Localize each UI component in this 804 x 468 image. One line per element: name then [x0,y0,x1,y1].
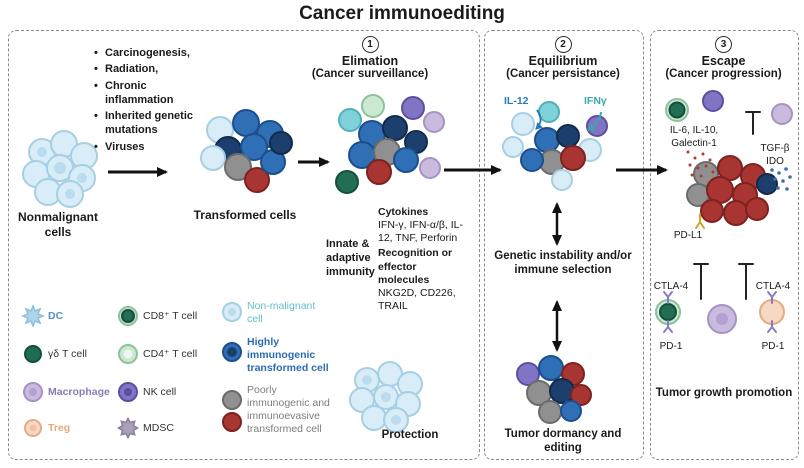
legend-label-nonmalignant: Non-malignant cell [247,300,316,326]
legend-label-nk: NK cell [143,386,177,398]
stage-number-1: 1 [361,36,379,53]
legend-label-cd4: CD4⁺ T cell [143,348,198,360]
legend-label-gd-t-cell: γδ T cell [48,348,87,360]
genetic-instability-label: Genetic instability and/or immune select… [494,250,632,277]
tumor-dormancy-label: Tumor dormancy and editing [504,428,622,455]
innate-adaptive-immunity-label: Innate & adaptive immunity [326,238,375,278]
legend-label-dc: DC [48,310,64,322]
panel-elimination [8,30,480,460]
il12-label: IL-12 [504,95,529,107]
stage-subtitle-escape: (Cancer progression) [665,68,782,80]
stage-number-3: 3 [715,36,732,53]
pd1-left-label: PD-1 [659,341,683,352]
panel-escape [650,30,799,460]
legend-label-treg: Treg [48,422,71,434]
bullet-item: Inherited genetic mutations [94,109,206,138]
ctla4-right-label: CTLA-4 [755,281,791,292]
ctla4-left-label: CTLA-4 [653,281,689,292]
bullet-item: Viruses [94,140,206,155]
legend-label-poorly-immunogenic: Poorly immunogenic and immunoevasive tra… [247,384,330,436]
ifny-label: IFNγ [584,95,607,107]
recognition-heading: Recognition or effector molecules [378,247,453,286]
panel-equilibrium [484,30,644,460]
transformed-cells-label: Transformed cells [193,208,297,222]
legend-label-mdsc: MDSC [143,422,174,434]
stage-name-escape: Escape [701,54,746,68]
stage-subtitle-equilibrium: (Cancer persistance) [506,68,620,80]
tumor-growth-label: Tumor growth promotion [655,387,793,399]
legend-label-highly-immunogenic: Highly immunogenic transformed cell [247,336,329,375]
figure-title: Cancer immunoediting [299,3,505,24]
pdl1-label: PD-L1 [673,230,703,241]
stage-name-equilibrium: Equilibrium [528,54,598,68]
bullet-item: Carcinogenesis, [94,46,206,61]
cytokines-list: IFN-γ, IFN-α/β, IL-12, TNF, Perforin [378,219,464,245]
legend-label-macrophage: Macrophage [48,386,110,398]
stage-subtitle-elimination: (Cancer surveillance) [311,68,429,80]
ido-label: IDO [766,156,784,167]
tgfb-label: TGF-β [760,143,790,154]
stage-name-elimination: Elimation [341,54,399,68]
nonmalignant-cells-label: Nonmalignant cells [18,210,98,239]
secreted-factors-label: IL-6, IL-10, Galectin-1 [669,125,719,149]
stage-header-escape: 3 Escape (Cancer progression) [652,34,795,80]
recognition-list: NKG2D, CD226, TRAIL [378,286,456,312]
protection-label: Protection [381,429,439,441]
pd1-right-label: PD-1 [761,341,785,352]
bullet-item: Radiation, [94,62,206,77]
stage-header-elimination: 1 Elimation (Cancer surveillance) [300,34,440,80]
cause-bullet-list: Carcinogenesis, Radiation, Chronic infla… [94,46,206,156]
cytokines-block: Cytokines IFN-γ, IFN-α/β, IL-12, TNF, Pe… [378,206,466,313]
stage-number-2: 2 [554,36,572,53]
bullet-item: Chronic inflammation [94,79,206,108]
cytokines-heading: Cytokines [378,206,429,218]
legend-label-cd8: CD8⁺ T cell [143,310,198,322]
stage-header-equilibrium: 2 Equilibrium (Cancer persistance) [492,34,634,80]
